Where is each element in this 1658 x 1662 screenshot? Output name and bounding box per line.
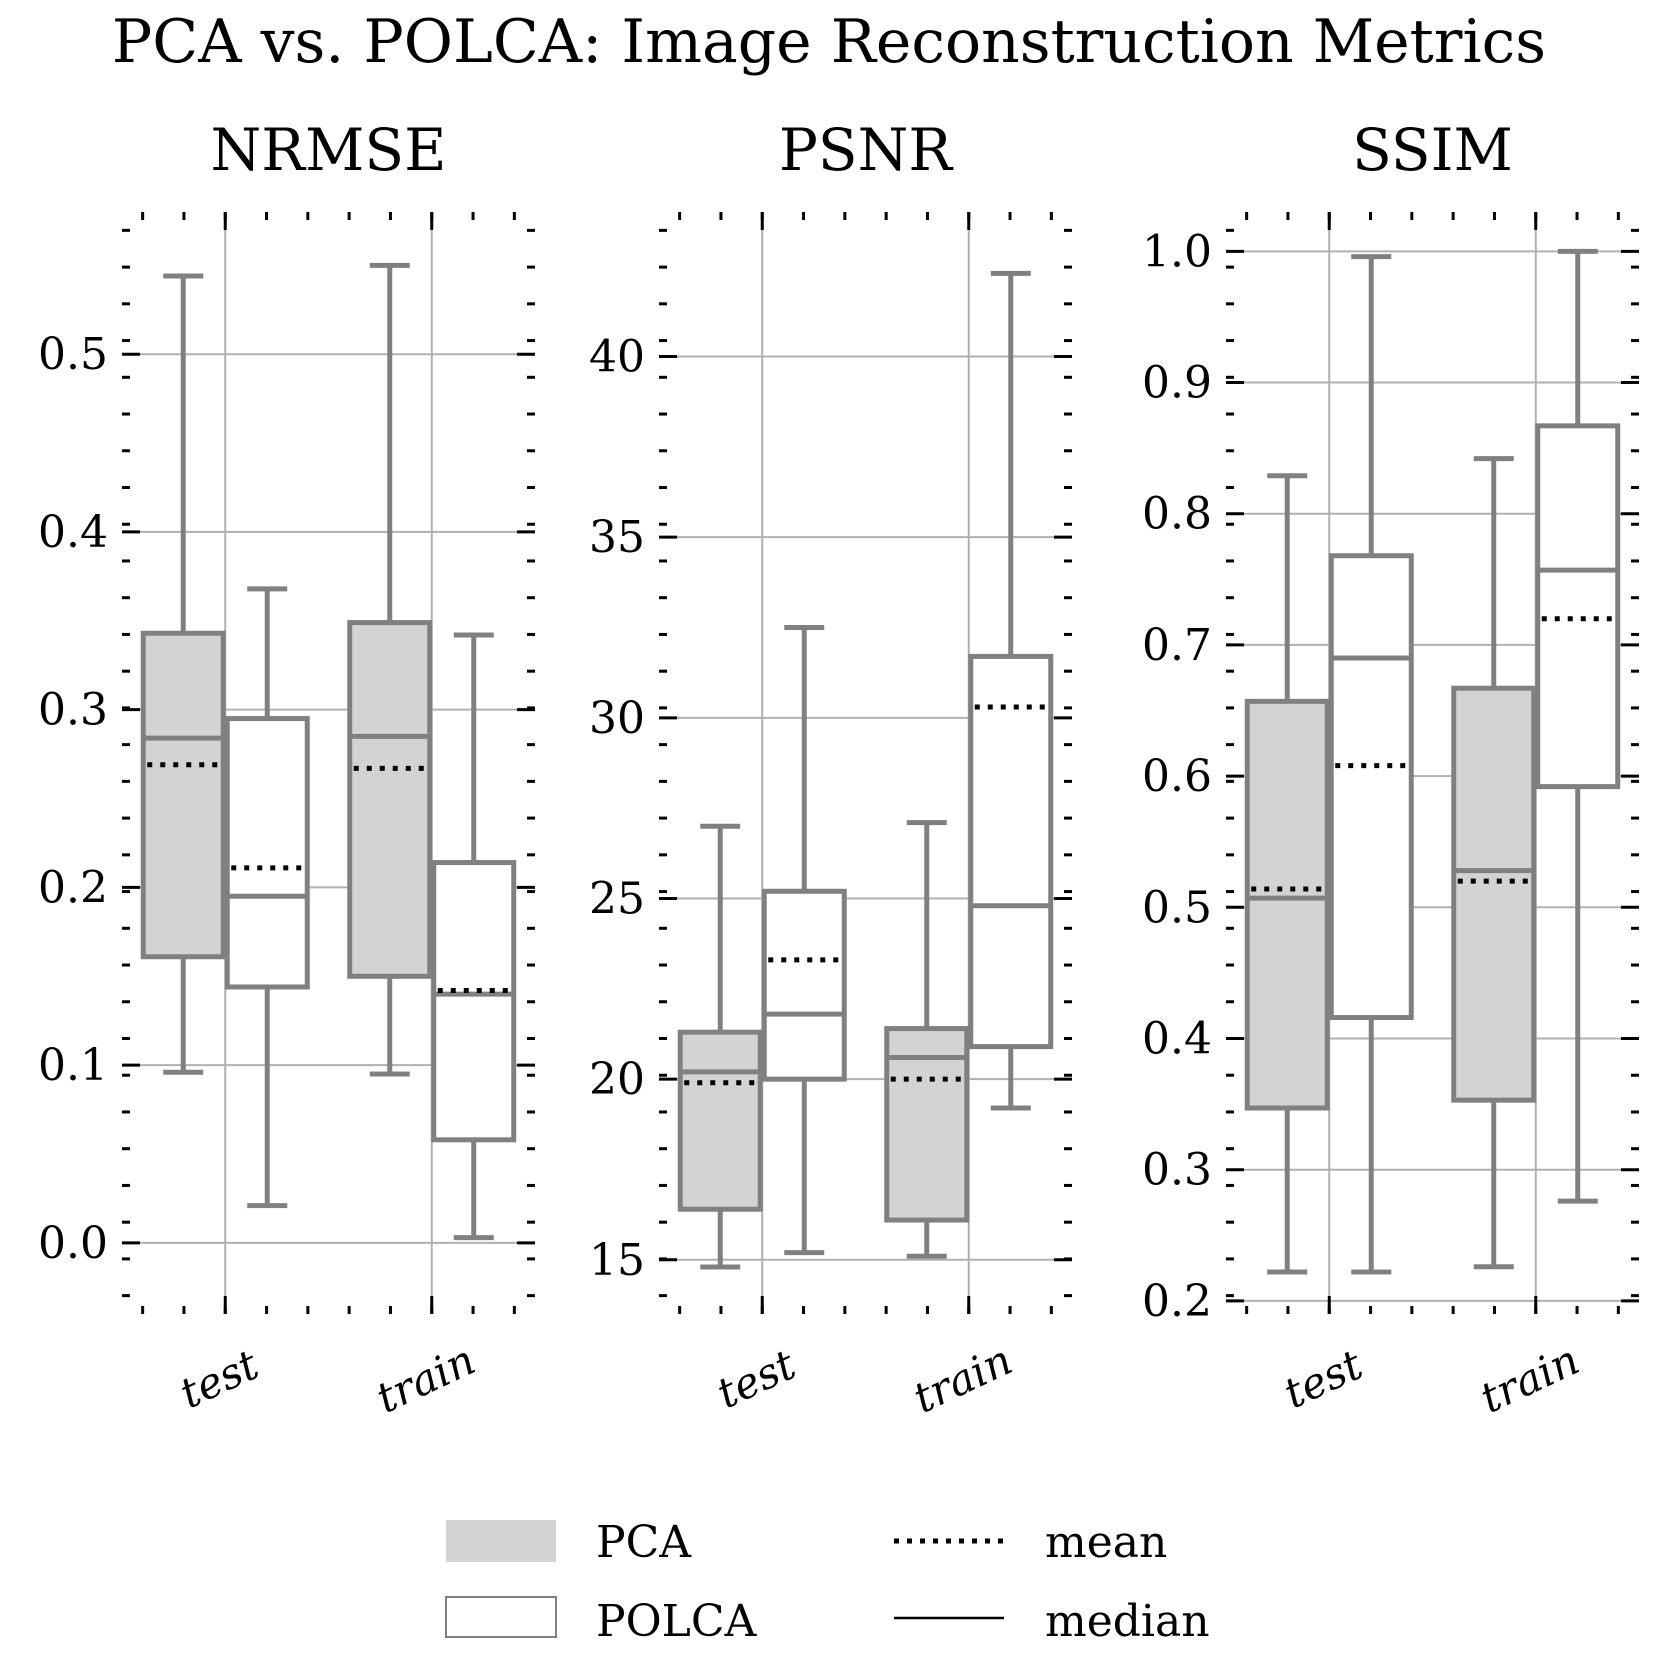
box-polca-test — [1328, 254, 1414, 1275]
box-body — [1535, 423, 1621, 790]
y-tick-label: 0.0 — [38, 1218, 108, 1269]
y-tick-label: 0.9 — [1142, 358, 1212, 409]
panel-nrmse: NRMSE 0.0 0.1 0.2 0.3 0.4 0.5 test train — [38, 116, 535, 1423]
box-body — [1244, 698, 1330, 1111]
y-tick-label: 0.5 — [38, 329, 108, 380]
box-body — [347, 620, 433, 979]
x-tick-label: train — [369, 1335, 483, 1423]
box-body — [224, 716, 310, 990]
y-tick-label: 40 — [589, 332, 645, 383]
legend-median-label: median — [1045, 1596, 1210, 1647]
y-tick-label: 0.8 — [1142, 489, 1212, 540]
y-tick-label: 1.0 — [1142, 226, 1212, 277]
box-polca-test — [224, 586, 310, 1209]
y-tick-label: 0.7 — [1142, 620, 1212, 671]
box-pca-test — [1244, 473, 1330, 1275]
panel-title: NRMSE — [211, 116, 447, 184]
panel-ssim: SSIM 0.2 0.3 0.4 0.5 0.6 0.7 0.8 0.9 1.0 test train — [1142, 116, 1639, 1423]
box-body — [1328, 553, 1414, 1021]
x-tick-label: train — [906, 1335, 1020, 1423]
box-body — [968, 653, 1054, 1050]
x-tick-label: test — [172, 1340, 265, 1418]
y-tick-label: 0.3 — [1142, 1145, 1212, 1196]
box-pca-train — [1451, 456, 1537, 1270]
box-polca-train — [431, 632, 517, 1241]
box-body — [140, 630, 226, 960]
y-tick-label: 0.5 — [1142, 882, 1212, 933]
panel-title: SSIM — [1352, 116, 1513, 184]
box-pca-train — [884, 820, 970, 1259]
legend-mean-label: mean — [1045, 1517, 1167, 1568]
box-pca-test — [140, 273, 226, 1075]
y-tick-label: 25 — [589, 873, 645, 924]
y-tick-label: 20 — [589, 1054, 645, 1105]
box-body — [1451, 685, 1537, 1103]
x-tick-label: train — [1473, 1335, 1587, 1423]
panels: NRMSE 0.0 0.1 0.2 0.3 0.4 0.5 test train PSNR 15 20… — [38, 116, 1639, 1423]
box-body — [677, 1029, 763, 1212]
y-tick-label: 0.4 — [38, 507, 108, 558]
box-polca-train — [1535, 248, 1621, 1204]
x-tick-label: test — [709, 1340, 802, 1418]
box-pca-test — [677, 823, 763, 1270]
y-tick-label: 0.4 — [1142, 1014, 1212, 1065]
panel-psnr: PSNR 15 20 25 30 35 40 test train — [589, 116, 1072, 1423]
box-polca-train — [968, 270, 1054, 1111]
y-tick-label: 0.3 — [38, 685, 108, 736]
y-tick-label: 0.6 — [1142, 751, 1212, 802]
legend-polca-swatch — [445, 1596, 557, 1638]
y-tick-label: 0.1 — [38, 1040, 108, 1091]
box-body — [761, 888, 847, 1082]
legend-pca-swatch — [446, 1520, 556, 1562]
box-pca-train — [347, 262, 433, 1077]
box-body — [884, 1026, 970, 1223]
y-tick-label: 30 — [589, 693, 645, 744]
box-body — [431, 860, 517, 1143]
panel-title: PSNR — [779, 116, 955, 184]
y-tick-label: 35 — [589, 512, 645, 563]
legend-polca-label: POLCA — [596, 1596, 758, 1647]
x-tick-label: test — [1276, 1340, 1369, 1418]
legend-pca-label: PCA — [596, 1517, 692, 1568]
y-tick-label: 0.2 — [1142, 1276, 1212, 1327]
y-tick-label: 0.2 — [38, 862, 108, 913]
legend: PCA POLCA mean median — [445, 1517, 1210, 1647]
figure-title: PCA vs. POLCA: Image Reconstruction Metr… — [112, 7, 1546, 77]
y-tick-label: 15 — [589, 1235, 645, 1286]
box-polca-test — [761, 625, 847, 1256]
